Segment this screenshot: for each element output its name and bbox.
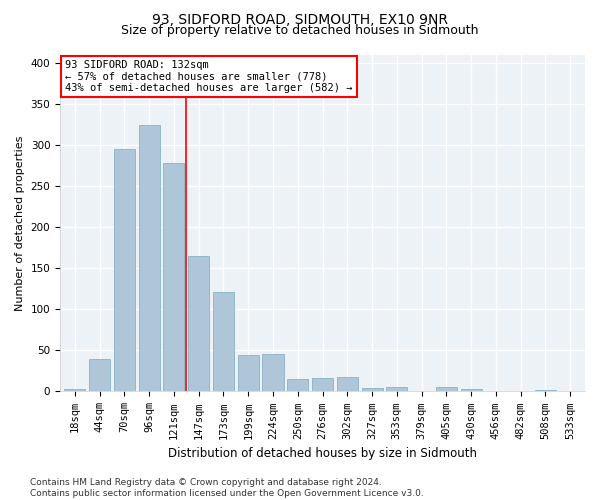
Bar bbox=[337, 378, 358, 392]
Bar bbox=[461, 389, 482, 392]
Bar bbox=[213, 292, 234, 392]
X-axis label: Distribution of detached houses by size in Sidmouth: Distribution of detached houses by size … bbox=[168, 447, 477, 460]
Bar bbox=[238, 356, 259, 392]
Bar bbox=[386, 388, 407, 392]
Text: 93, SIDFORD ROAD, SIDMOUTH, EX10 9NR: 93, SIDFORD ROAD, SIDMOUTH, EX10 9NR bbox=[152, 12, 448, 26]
Y-axis label: Number of detached properties: Number of detached properties bbox=[15, 136, 25, 311]
Bar bbox=[64, 389, 85, 392]
Bar bbox=[89, 360, 110, 392]
Bar bbox=[436, 386, 457, 392]
Bar bbox=[287, 379, 308, 392]
Bar bbox=[114, 150, 135, 392]
Text: Size of property relative to detached houses in Sidmouth: Size of property relative to detached ho… bbox=[121, 24, 479, 37]
Bar bbox=[188, 256, 209, 392]
Bar bbox=[362, 388, 383, 392]
Text: 93 SIDFORD ROAD: 132sqm
← 57% of detached houses are smaller (778)
43% of semi-d: 93 SIDFORD ROAD: 132sqm ← 57% of detache… bbox=[65, 60, 353, 93]
Bar bbox=[139, 125, 160, 392]
Bar bbox=[535, 390, 556, 392]
Bar bbox=[312, 378, 333, 392]
Bar bbox=[262, 354, 284, 392]
Bar bbox=[163, 164, 184, 392]
Text: Contains HM Land Registry data © Crown copyright and database right 2024.
Contai: Contains HM Land Registry data © Crown c… bbox=[30, 478, 424, 498]
